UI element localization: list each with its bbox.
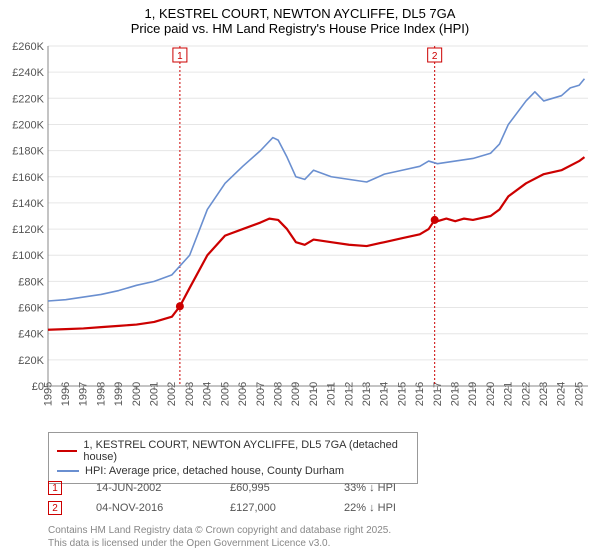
svg-text:2024: 2024 [556,382,568,406]
svg-text:1: 1 [177,51,183,62]
legend-row: 1, KESTREL COURT, NEWTON AYCLIFFE, DL5 7… [57,439,409,463]
title-main: 1, KESTREL COURT, NEWTON AYCLIFFE, DL5 7… [0,6,600,21]
marker-price: £127,000 [230,502,310,514]
svg-text:2025: 2025 [573,382,585,406]
footer: Contains HM Land Registry data © Crown c… [48,524,391,550]
legend-swatch [57,450,77,452]
svg-text:2008: 2008 [272,382,284,406]
marker-price: £60,995 [230,482,310,494]
legend-label: HPI: Average price, detached house, Coun… [85,465,344,477]
svg-text:£260K: £260K [12,41,44,53]
svg-text:2017: 2017 [432,382,444,406]
markers-row: 2 04-NOV-2016 £127,000 22% ↓ HPI [48,498,434,518]
svg-text:2010: 2010 [308,382,320,406]
svg-text:2002: 2002 [166,382,178,406]
svg-text:2015: 2015 [396,382,408,406]
legend-label: 1, KESTREL COURT, NEWTON AYCLIFFE, DL5 7… [83,439,409,463]
svg-text:2022: 2022 [520,382,532,406]
svg-text:2005: 2005 [219,382,231,406]
svg-text:£80K: £80K [18,276,44,288]
markers-row: 1 14-JUN-2002 £60,995 33% ↓ HPI [48,478,434,498]
svg-text:£180K: £180K [12,146,44,158]
marker-date: 14-JUN-2002 [96,482,196,494]
legend: 1, KESTREL COURT, NEWTON AYCLIFFE, DL5 7… [48,432,418,484]
svg-text:£100K: £100K [12,250,44,262]
svg-text:1996: 1996 [60,382,72,406]
svg-text:1998: 1998 [95,382,107,406]
svg-text:£140K: £140K [12,198,44,210]
titles: 1, KESTREL COURT, NEWTON AYCLIFFE, DL5 7… [0,0,600,36]
footer-line: This data is licensed under the Open Gov… [48,537,391,550]
svg-text:2019: 2019 [467,382,479,406]
chart-svg: £0£20K£40K£60K£80K£100K£120K£140K£160K£1… [0,40,600,420]
svg-text:2009: 2009 [290,382,302,406]
svg-text:1999: 1999 [113,382,125,406]
legend-swatch [57,470,79,472]
marker-number-box: 1 [48,481,62,495]
marker-number-box: 2 [48,501,62,515]
svg-text:2: 2 [432,51,438,62]
svg-text:£120K: £120K [12,224,44,236]
svg-text:£60K: £60K [18,303,44,315]
svg-text:2004: 2004 [202,382,214,406]
svg-text:2014: 2014 [379,382,391,406]
svg-text:£200K: £200K [12,119,44,131]
svg-text:2016: 2016 [414,382,426,406]
svg-text:£240K: £240K [12,67,44,79]
svg-text:2021: 2021 [503,382,515,406]
chart-area: £0£20K£40K£60K£80K£100K£120K£140K£160K£1… [0,40,600,420]
marker-date: 04-NOV-2016 [96,502,196,514]
svg-text:2013: 2013 [361,382,373,406]
svg-text:£220K: £220K [12,93,44,105]
legend-row: HPI: Average price, detached house, Coun… [57,465,409,477]
svg-text:2020: 2020 [485,382,497,406]
marker-delta: 22% ↓ HPI [344,502,434,514]
svg-text:2012: 2012 [343,382,355,406]
svg-text:2003: 2003 [184,382,196,406]
marker-delta: 33% ↓ HPI [344,482,434,494]
svg-text:2023: 2023 [538,382,550,406]
svg-text:2001: 2001 [149,382,161,406]
svg-text:2007: 2007 [255,382,267,406]
svg-text:£160K: £160K [12,172,44,184]
svg-text:2006: 2006 [237,382,249,406]
svg-text:2000: 2000 [131,382,143,406]
svg-text:£40K: £40K [18,329,44,341]
chart-container: 1, KESTREL COURT, NEWTON AYCLIFFE, DL5 7… [0,0,600,560]
svg-text:£20K: £20K [18,355,44,367]
svg-text:2018: 2018 [450,382,462,406]
footer-line: Contains HM Land Registry data © Crown c… [48,524,391,537]
markers-table: 1 14-JUN-2002 £60,995 33% ↓ HPI 2 04-NOV… [48,478,434,518]
svg-text:1997: 1997 [78,382,90,406]
title-sub: Price paid vs. HM Land Registry's House … [0,21,600,36]
